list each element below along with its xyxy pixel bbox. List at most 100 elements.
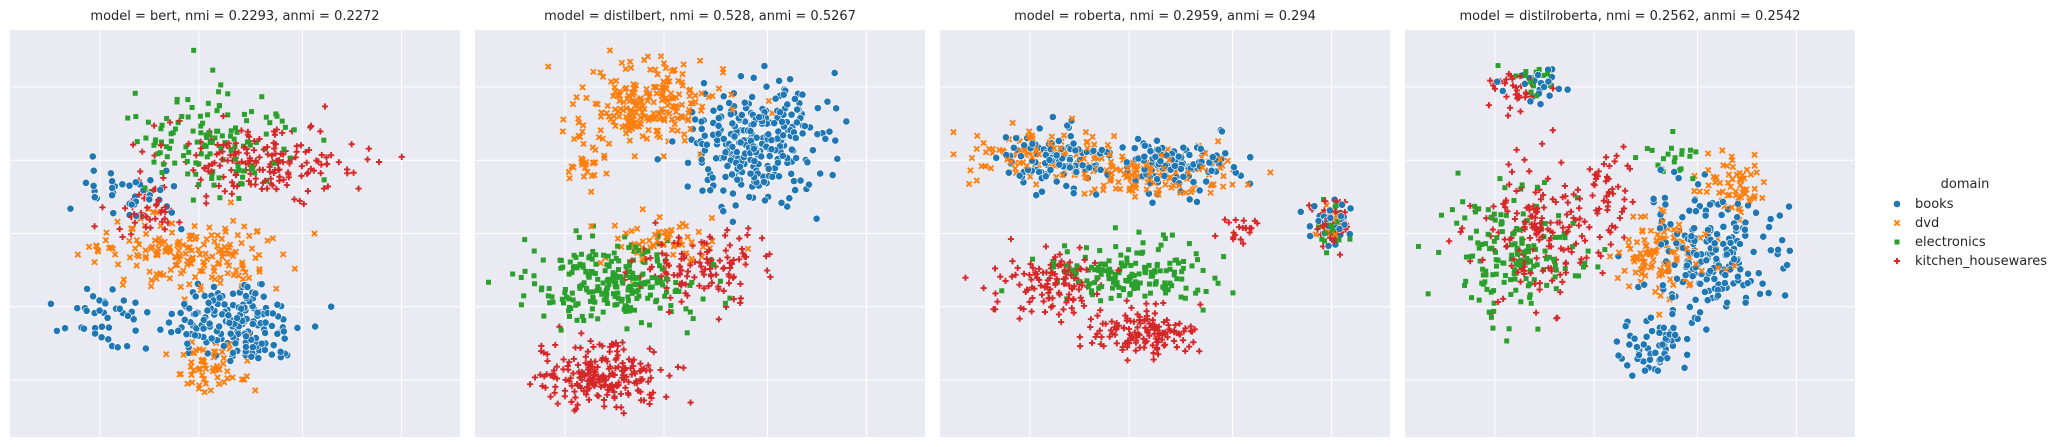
point-dvd bbox=[1082, 128, 1090, 136]
point-kitchen_housewares bbox=[564, 362, 571, 370]
point-kitchen_housewares bbox=[243, 150, 251, 157]
point-electronics bbox=[212, 135, 218, 141]
point-dvd bbox=[615, 113, 623, 120]
point-electronics bbox=[647, 284, 653, 290]
point-books bbox=[1726, 238, 1735, 247]
legend-item-dvd: dvd bbox=[1893, 216, 1939, 231]
point-kitchen_housewares bbox=[572, 405, 580, 413]
point-books bbox=[131, 178, 140, 187]
point-electronics bbox=[207, 151, 213, 157]
point-books bbox=[1193, 197, 1201, 206]
point-kitchen_housewares bbox=[633, 378, 640, 385]
point-electronics bbox=[1062, 243, 1068, 249]
point-books bbox=[143, 308, 152, 317]
point-kitchen_housewares bbox=[682, 281, 689, 288]
point-books bbox=[182, 330, 191, 339]
point-electronics bbox=[615, 267, 621, 273]
point-electronics bbox=[233, 156, 239, 162]
point-books bbox=[1642, 332, 1651, 341]
point-kitchen_housewares bbox=[605, 373, 613, 380]
point-books bbox=[279, 327, 288, 336]
point-books bbox=[1783, 261, 1791, 269]
point-books bbox=[1130, 144, 1139, 153]
point-electronics bbox=[198, 123, 204, 129]
point-electronics bbox=[219, 133, 225, 139]
point-kitchen_housewares bbox=[716, 257, 723, 264]
point-electronics bbox=[232, 144, 238, 150]
point-kitchen_housewares bbox=[576, 370, 583, 377]
point-dvd bbox=[187, 363, 195, 371]
point-kitchen_housewares bbox=[253, 159, 260, 166]
point-dvd bbox=[151, 237, 159, 244]
point-electronics bbox=[1416, 243, 1421, 249]
point-books bbox=[1702, 256, 1711, 265]
point-dvd bbox=[94, 248, 102, 255]
point-electronics bbox=[687, 282, 693, 288]
point-electronics bbox=[1146, 281, 1152, 287]
point-kitchen_housewares bbox=[1047, 286, 1054, 293]
point-dvd bbox=[272, 285, 280, 292]
point-dvd bbox=[208, 273, 216, 281]
point-books bbox=[1759, 232, 1768, 241]
point-books bbox=[752, 133, 761, 142]
point-electronics bbox=[1476, 245, 1482, 251]
point-electronics bbox=[573, 228, 579, 234]
point-books bbox=[89, 166, 98, 175]
scatter-points bbox=[950, 113, 1355, 364]
point-electronics bbox=[601, 252, 607, 258]
point-kitchen_housewares bbox=[297, 142, 305, 149]
point-electronics bbox=[1175, 260, 1181, 266]
point-books bbox=[800, 122, 809, 130]
point-electronics bbox=[291, 127, 297, 133]
point-books bbox=[1641, 366, 1649, 375]
point-electronics bbox=[172, 126, 178, 132]
point-electronics bbox=[549, 294, 555, 300]
point-electronics bbox=[1133, 260, 1139, 266]
point-dvd bbox=[580, 173, 588, 180]
point-electronics bbox=[197, 113, 203, 119]
point-dvd bbox=[598, 109, 605, 116]
point-electronics bbox=[1163, 290, 1169, 296]
point-electronics bbox=[1098, 261, 1104, 267]
point-dvd bbox=[1011, 165, 1019, 172]
legend-title: domain bbox=[1941, 177, 1990, 192]
point-dvd bbox=[1025, 128, 1033, 135]
point-books bbox=[730, 132, 739, 141]
point-kitchen_housewares bbox=[1136, 344, 1143, 351]
point-kitchen_housewares bbox=[150, 186, 157, 193]
point-electronics bbox=[1096, 285, 1102, 291]
point-dvd bbox=[224, 375, 231, 382]
point-dvd bbox=[206, 224, 213, 231]
point-kitchen_housewares bbox=[193, 152, 200, 159]
point-electronics bbox=[1072, 272, 1078, 278]
point-dvd bbox=[688, 238, 695, 246]
point-electronics bbox=[600, 280, 606, 286]
point-dvd bbox=[636, 96, 644, 104]
point-books bbox=[1041, 172, 1050, 181]
point-kitchen_housewares bbox=[1083, 266, 1090, 273]
point-books bbox=[1765, 223, 1773, 231]
point-electronics bbox=[1171, 272, 1177, 278]
point-kitchen_housewares bbox=[136, 191, 143, 198]
point-kitchen_housewares bbox=[272, 141, 279, 148]
point-electronics bbox=[1449, 207, 1455, 213]
point-electronics bbox=[1524, 248, 1530, 254]
point-books bbox=[736, 162, 744, 171]
point-dvd bbox=[210, 348, 218, 355]
point-electronics bbox=[683, 306, 689, 312]
point-dvd bbox=[229, 374, 236, 381]
point-kitchen_housewares bbox=[365, 145, 372, 152]
point-electronics bbox=[203, 132, 209, 138]
point-kitchen_housewares bbox=[568, 382, 575, 389]
point-electronics bbox=[627, 283, 633, 289]
point-electronics bbox=[636, 248, 642, 254]
point-books bbox=[115, 304, 124, 313]
point-books bbox=[1563, 85, 1572, 94]
point-kitchen_housewares bbox=[1028, 276, 1035, 283]
point-kitchen_housewares bbox=[570, 370, 577, 377]
point-electronics bbox=[1118, 260, 1124, 266]
point-electronics bbox=[614, 301, 620, 307]
point-books bbox=[1710, 274, 1719, 283]
point-books bbox=[1069, 139, 1078, 148]
point-books bbox=[1690, 224, 1699, 233]
